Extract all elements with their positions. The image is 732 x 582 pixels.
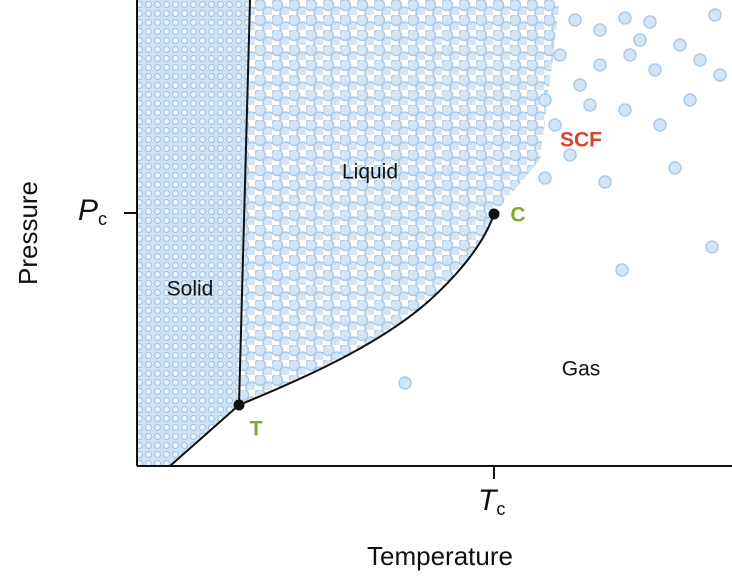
molecule [618, 103, 632, 117]
molecule [708, 8, 722, 22]
molecule [705, 240, 719, 254]
triple-point [233, 399, 245, 411]
solid-region [137, 0, 250, 466]
molecule [643, 15, 657, 29]
critical-point-label: C [510, 204, 525, 227]
melting-curve [238, 0, 251, 406]
molecule [538, 171, 552, 185]
tc-label: Tc [478, 484, 505, 519]
vaporization-curve [238, 213, 495, 406]
molecule [673, 38, 687, 52]
x-axis-title: Temperature [367, 541, 513, 571]
y-axis-title: Pressure [13, 181, 43, 285]
molecule [618, 11, 632, 25]
critical-point [488, 208, 500, 220]
gas-label: Gas [562, 358, 601, 381]
sublimation-curve [169, 404, 240, 467]
solid-label: Solid [167, 278, 214, 301]
tc-subscript: c [496, 499, 505, 519]
molecule [648, 63, 662, 77]
molecule [598, 175, 612, 189]
molecule [568, 13, 582, 27]
pc-label: Pc [78, 194, 107, 229]
molecule [553, 48, 567, 62]
molecule [563, 148, 577, 162]
pc-subscript: c [98, 209, 107, 229]
molecule [593, 58, 607, 72]
scf-label: SCF [560, 129, 602, 152]
molecule [548, 118, 562, 132]
molecule [713, 68, 727, 82]
molecule [593, 23, 607, 37]
liquid-label: Liquid [342, 161, 398, 184]
molecule [633, 33, 647, 47]
molecule [583, 98, 597, 112]
molecule [693, 53, 707, 67]
molecule [573, 78, 587, 92]
molecule [538, 93, 552, 107]
molecule [683, 93, 697, 107]
tc-symbol: T [478, 484, 499, 517]
molecule [615, 263, 629, 277]
molecule [623, 48, 637, 62]
molecule [668, 161, 682, 175]
triple-point-label: T [250, 418, 263, 441]
molecule [398, 376, 412, 390]
scf-molecules [398, 8, 727, 390]
pc-symbol: P [78, 194, 98, 227]
molecule [653, 118, 667, 132]
